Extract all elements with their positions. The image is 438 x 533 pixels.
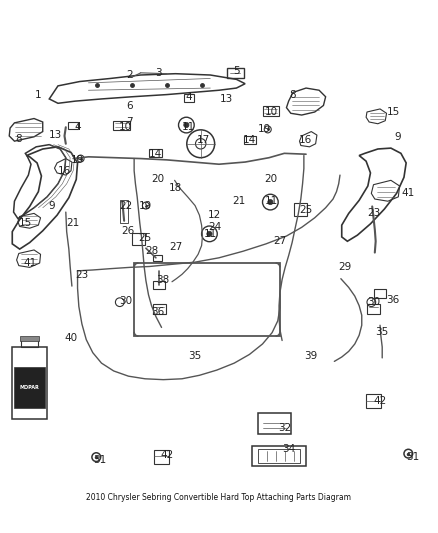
Text: 22: 22 [119,201,132,212]
Bar [149,149,162,157]
Bar [366,394,381,408]
Circle shape [207,231,212,237]
Bar [374,289,386,298]
Bar [244,136,256,144]
Text: 29: 29 [339,262,352,271]
Text: 25: 25 [300,205,313,215]
Text: 20: 20 [264,174,277,184]
Text: 3: 3 [155,68,161,78]
Text: 42: 42 [374,397,387,407]
Text: 19: 19 [71,155,84,165]
Text: 15: 15 [386,107,400,117]
Bar [154,450,169,464]
Bar [227,68,244,78]
Bar [120,200,127,223]
Text: 42: 42 [160,449,173,459]
Text: 12: 12 [208,210,221,220]
Text: MOPAR: MOPAR [20,385,39,390]
Text: 1: 1 [35,90,42,100]
Text: 24: 24 [208,222,221,232]
Text: 6: 6 [127,101,133,111]
Text: 33: 33 [19,371,32,381]
Text: 16: 16 [58,166,71,176]
Text: 41: 41 [402,188,415,198]
Bar [153,255,162,261]
Bar [132,232,145,245]
Text: 15: 15 [19,218,32,228]
Text: 10: 10 [119,122,132,132]
Text: 40: 40 [64,333,78,343]
Circle shape [184,123,189,128]
Text: 38: 38 [156,276,169,286]
Text: 39: 39 [304,351,317,361]
Text: 35: 35 [188,351,201,361]
Text: 30: 30 [367,297,380,307]
Text: 32: 32 [278,423,291,433]
Text: 11: 11 [204,229,217,239]
Text: 2010 Chrysler Sebring Convertible Hard Top Attaching Parts Diagram: 2010 Chrysler Sebring Convertible Hard T… [86,493,352,502]
Text: 11: 11 [265,196,278,206]
Bar [12,347,47,419]
Text: 9: 9 [48,200,55,211]
Text: 19: 19 [138,200,152,211]
Text: 27: 27 [169,242,182,252]
Bar [184,94,194,102]
Text: 28: 28 [145,246,158,256]
Text: 21: 21 [232,196,245,206]
Text: 34: 34 [282,445,295,454]
Text: 8: 8 [15,134,22,144]
Bar [153,304,166,313]
Text: 23: 23 [75,270,88,280]
Text: 5: 5 [233,66,240,76]
Text: 20: 20 [152,174,165,184]
Text: 17: 17 [197,135,210,146]
Text: 16: 16 [299,135,312,146]
Bar [367,304,380,313]
Bar [262,107,279,116]
Text: 7: 7 [127,117,133,126]
Text: 23: 23 [367,208,380,219]
Bar [294,204,307,215]
Text: 14: 14 [149,149,162,159]
Text: 4: 4 [74,122,81,132]
Bar [258,449,300,463]
Text: 9: 9 [394,132,401,142]
Text: 14: 14 [243,135,256,146]
Text: 30: 30 [119,296,132,306]
Text: 10: 10 [265,107,278,117]
Bar [21,339,39,347]
Text: 27: 27 [273,236,286,246]
Text: 13: 13 [220,94,233,104]
Bar [14,367,45,408]
Bar [20,336,39,341]
Text: 8: 8 [290,90,296,100]
Text: 35: 35 [375,327,389,337]
Text: 36: 36 [152,307,165,317]
Text: 36: 36 [386,295,400,305]
Bar [68,122,78,130]
Circle shape [268,199,273,205]
Text: 21: 21 [67,218,80,228]
Bar [258,413,291,434]
Text: 18: 18 [169,183,182,193]
Text: 13: 13 [49,130,63,140]
Text: 26: 26 [121,226,134,236]
Text: 11: 11 [182,122,195,132]
Text: 19: 19 [258,124,271,134]
Text: 41: 41 [23,258,36,268]
Bar [153,281,165,289]
Text: 4: 4 [185,92,192,102]
Bar [113,120,130,130]
Text: 31: 31 [93,455,106,465]
Text: 2: 2 [127,70,133,80]
Text: 31: 31 [406,452,419,462]
Text: 25: 25 [138,233,152,243]
